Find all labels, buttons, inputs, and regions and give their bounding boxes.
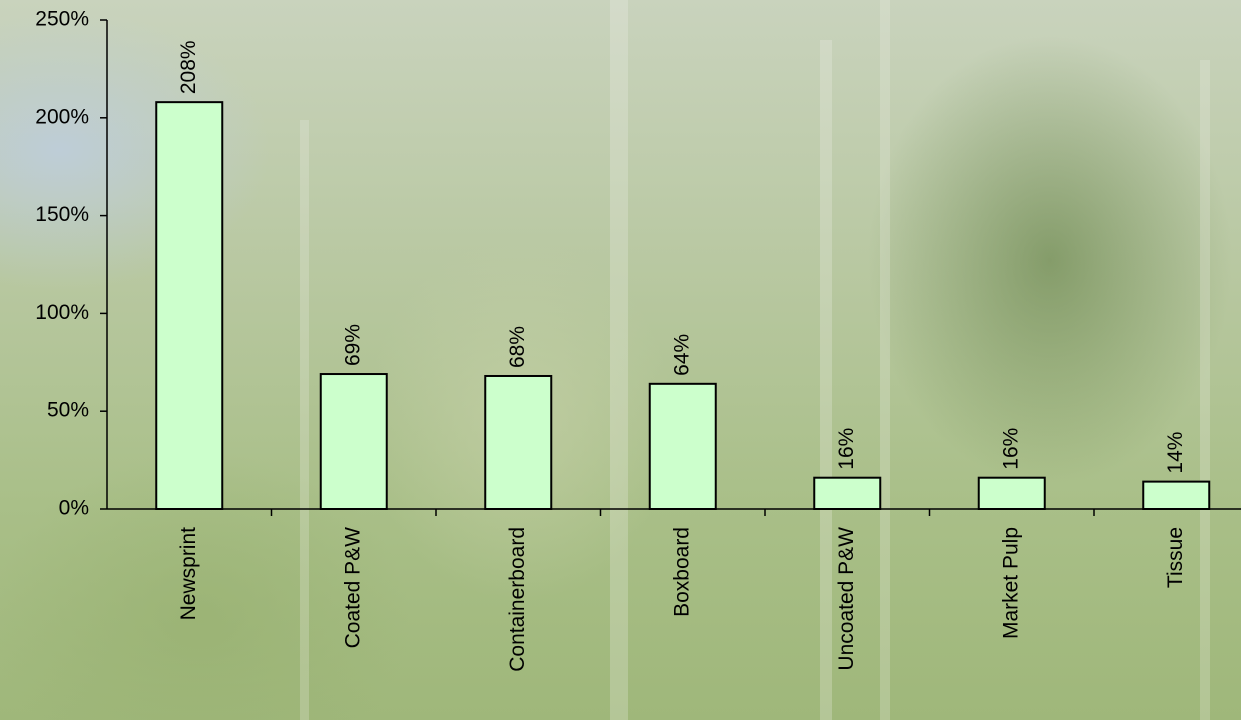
value-label: 69% [341, 324, 364, 366]
bar [155, 101, 224, 510]
value-label: 16% [999, 428, 1022, 470]
value-label: 64% [670, 334, 693, 376]
bar [977, 476, 1046, 511]
x-tick-label: Coated P&W [341, 527, 364, 649]
y-tick-label: 0% [59, 497, 89, 520]
x-tick-label: Containerboard [506, 527, 529, 672]
y-tick-label: 150% [35, 203, 89, 226]
y-tick-label: 250% [35, 8, 89, 31]
value-label: 16% [835, 428, 858, 470]
bar [648, 382, 717, 511]
y-tick-label: 100% [35, 301, 89, 324]
value-label: 14% [1164, 432, 1187, 474]
x-tick-label: Uncoated P&W [835, 527, 858, 671]
x-tick-label: Newsprint [177, 527, 200, 621]
value-label: 208% [177, 40, 200, 94]
bar [813, 476, 882, 511]
bar [484, 374, 553, 510]
x-tick-label: Market Pulp [999, 527, 1022, 639]
y-tick-label: 200% [35, 105, 89, 128]
y-tick-label: 50% [47, 399, 89, 422]
x-tick-label: Tissue [1164, 527, 1187, 588]
bar [1142, 480, 1211, 510]
bar [319, 373, 388, 511]
value-label: 68% [506, 326, 529, 368]
background-trees [300, 0, 1210, 720]
x-tick-label: Boxboard [670, 527, 693, 617]
